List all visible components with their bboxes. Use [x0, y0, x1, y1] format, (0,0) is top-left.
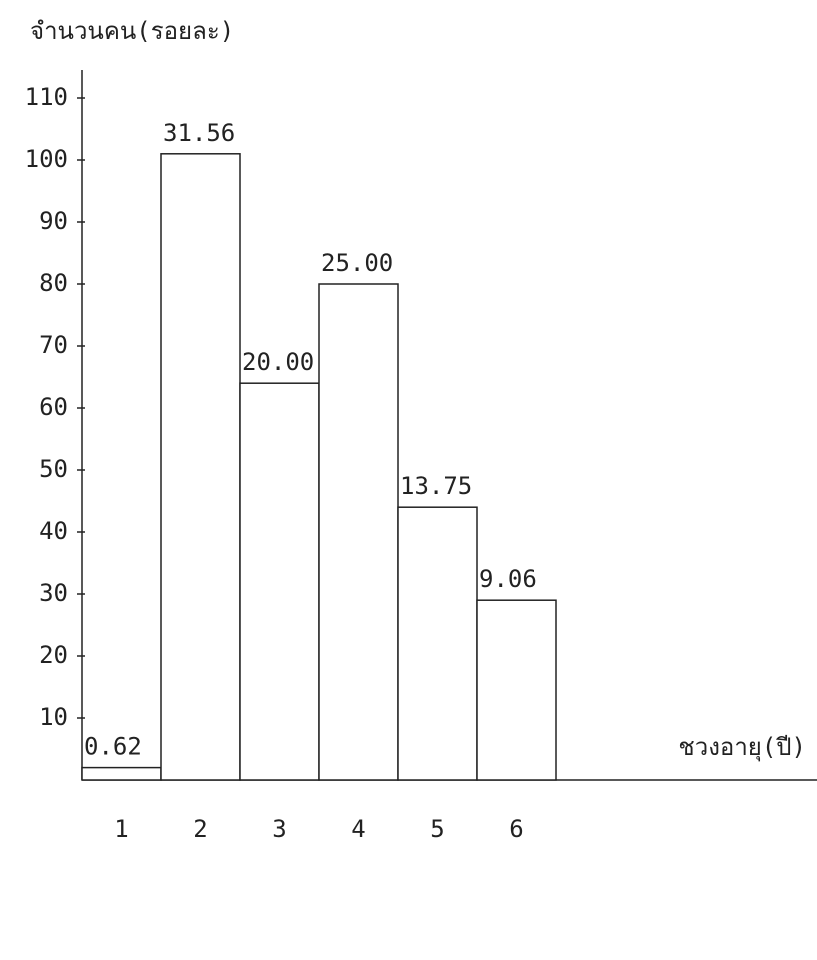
- y-tick-label: 90: [39, 207, 68, 235]
- x-tick-label: 6: [509, 815, 523, 843]
- y-tick-label: 10: [39, 703, 68, 731]
- y-tick-label: 100: [25, 145, 68, 173]
- y-tick-label: 110: [25, 83, 68, 111]
- y-tick-label: 70: [39, 331, 68, 359]
- y-tick-label: 20: [39, 641, 68, 669]
- y-tick-label: 60: [39, 393, 68, 421]
- bar: [318, 283, 399, 781]
- bar: [239, 382, 320, 781]
- data-label: 0.62: [84, 733, 142, 761]
- data-label: 25.00: [321, 249, 393, 277]
- x-tick-label: 5: [430, 815, 444, 843]
- y-tick-label: 50: [39, 455, 68, 483]
- data-label: 31.56: [163, 119, 235, 147]
- data-label: 13.75: [400, 472, 472, 500]
- data-label: 20.00: [242, 348, 314, 376]
- bar: [397, 506, 478, 781]
- x-tick-label: 2: [193, 815, 207, 843]
- x-tick-label: 3: [272, 815, 286, 843]
- y-tick-label: 80: [39, 269, 68, 297]
- y-tick-label: 40: [39, 517, 68, 545]
- x-tick-label: 4: [351, 815, 365, 843]
- y-tick-label: 30: [39, 579, 68, 607]
- x-axis-label: ชวงอายุ(ปี): [678, 733, 806, 762]
- data-label: 9.06: [479, 565, 537, 593]
- bar: [160, 153, 241, 781]
- x-tick-label: 1: [114, 815, 128, 843]
- y-axis-label: จำนวนคน(รอยละ): [30, 17, 234, 45]
- bar: [81, 766, 162, 781]
- bar: [476, 599, 557, 781]
